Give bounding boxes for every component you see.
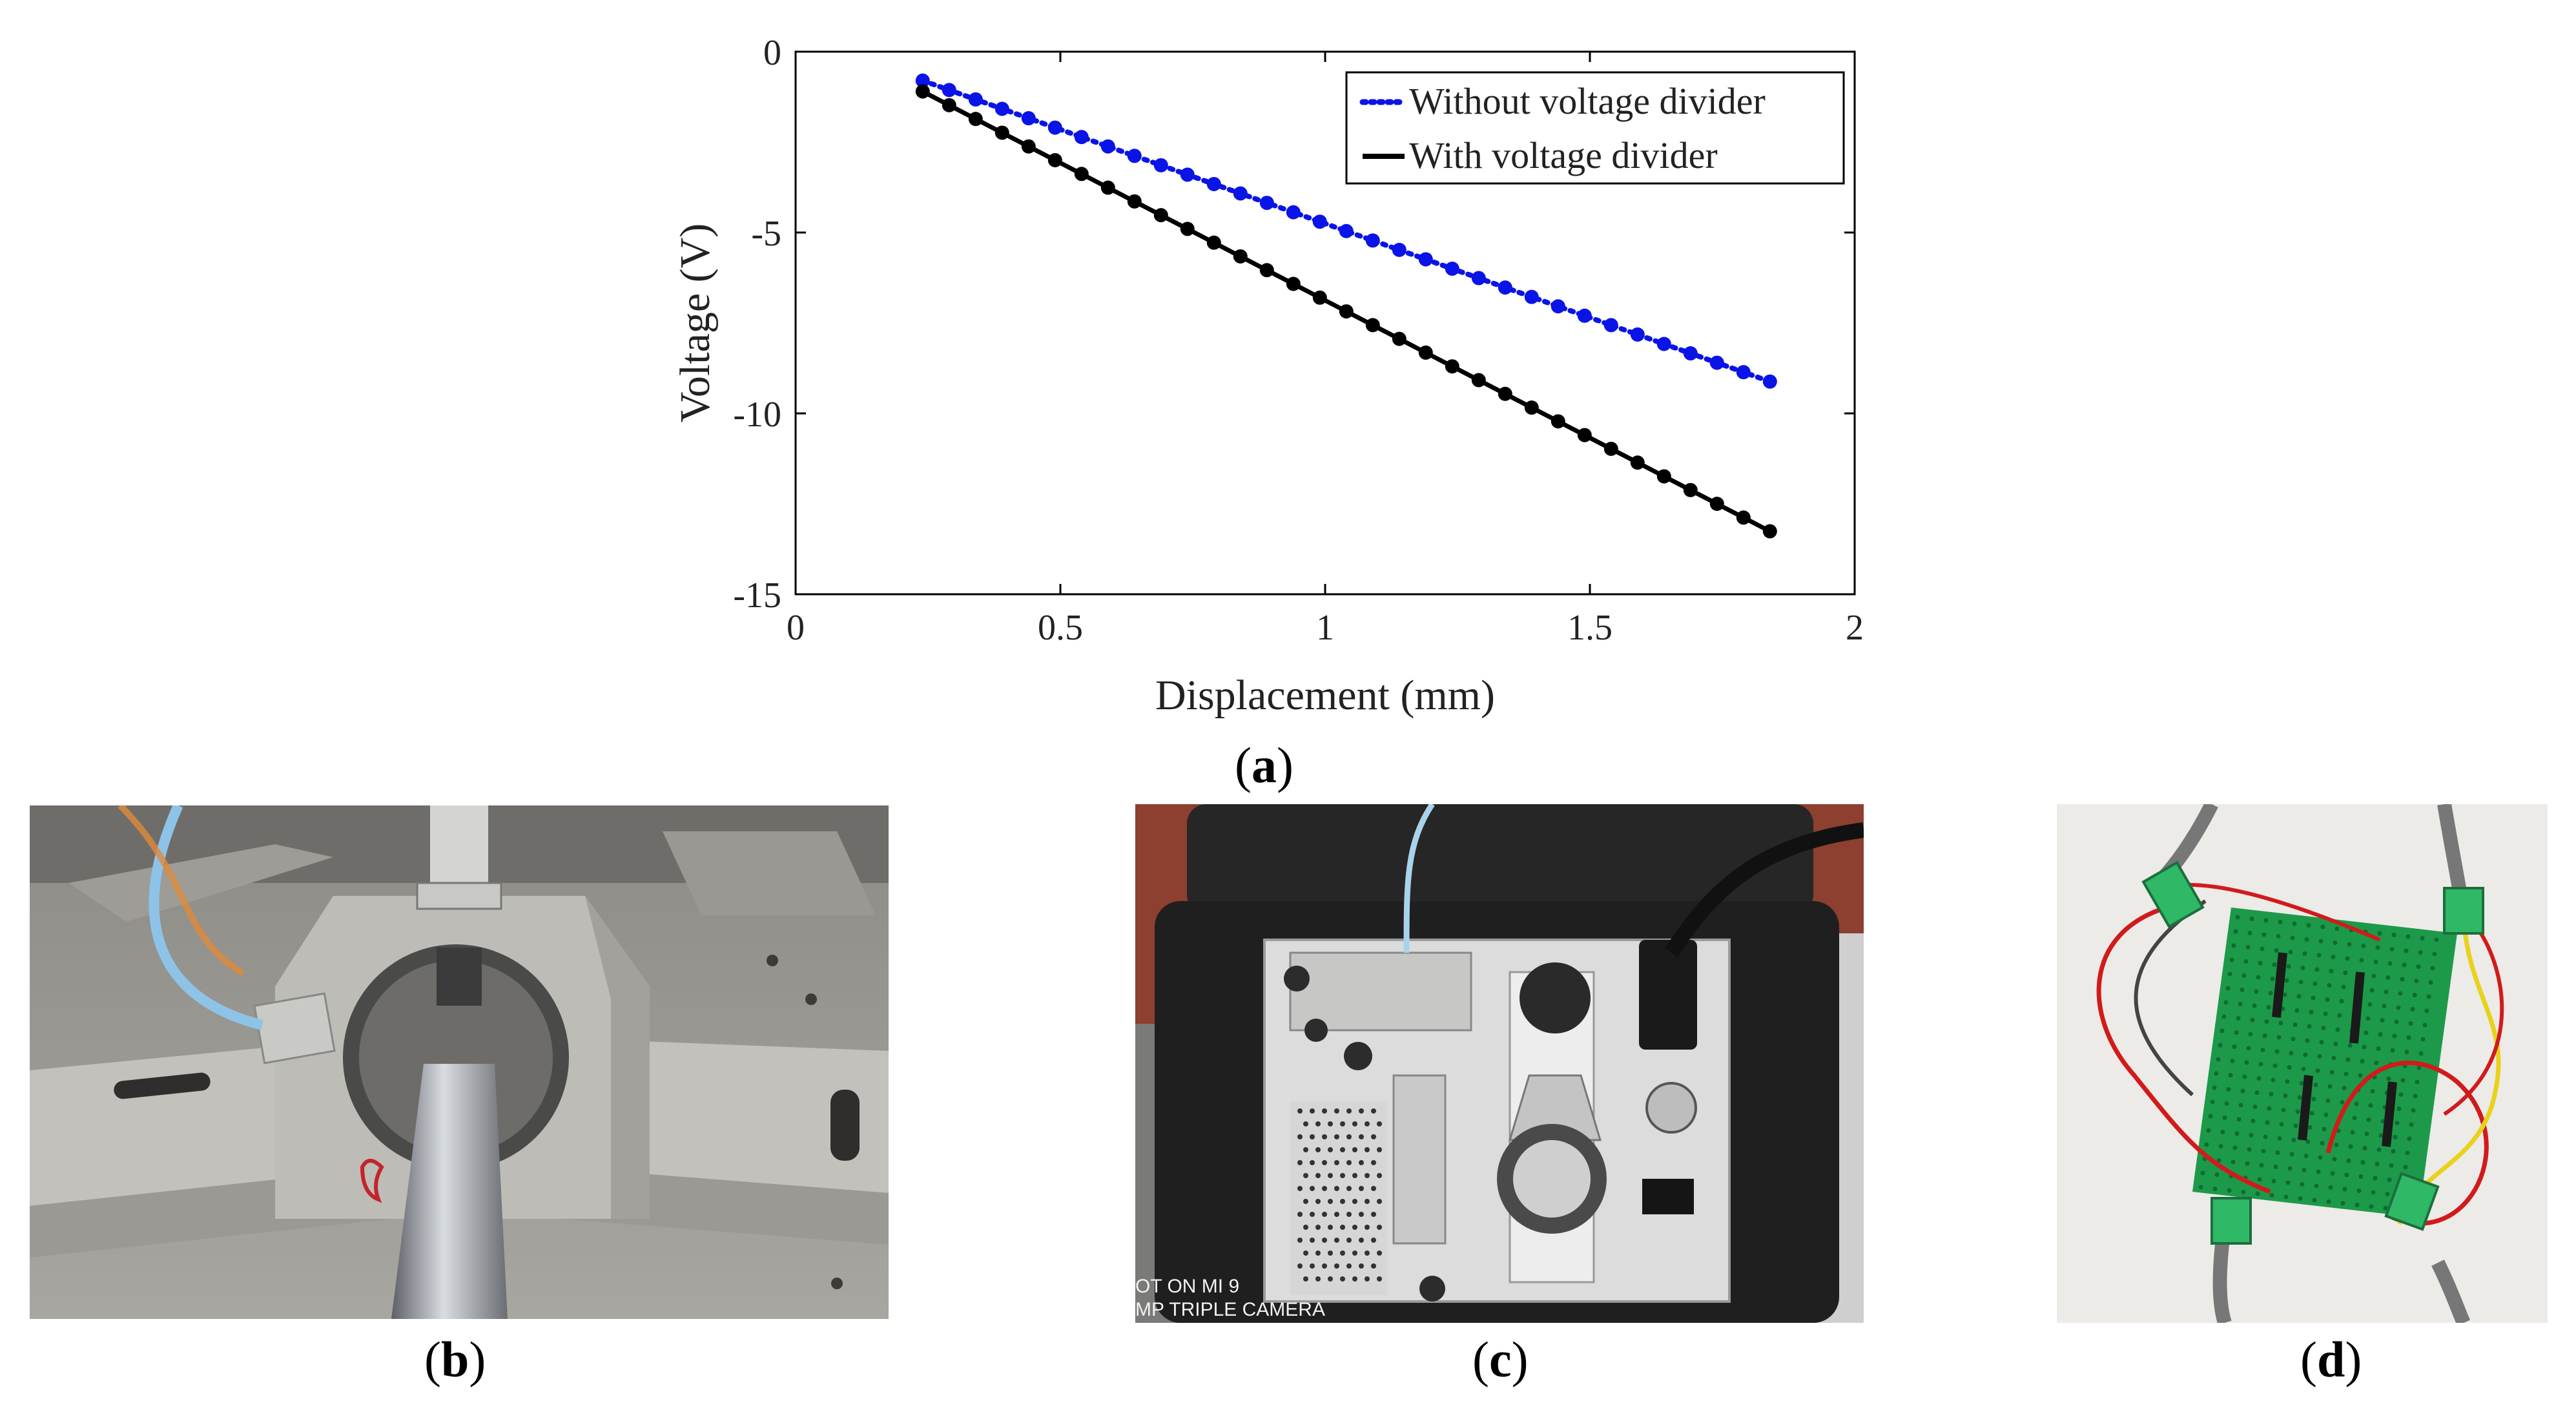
x-axis-label: Displacement (mm) <box>1155 672 1495 719</box>
data-point <box>1656 337 1671 351</box>
voltage-divider-pcb-image <box>2057 804 2548 1323</box>
data-point <box>1683 346 1698 361</box>
y-tick-label: -15 <box>733 576 781 616</box>
data-point <box>1259 196 1274 211</box>
data-point <box>1603 441 1618 456</box>
data-point <box>915 73 930 88</box>
data-point <box>1153 208 1168 223</box>
data-point <box>1577 428 1592 442</box>
data-point <box>1577 308 1592 323</box>
x-tick-label: 0 <box>787 608 805 648</box>
x-axis-ticks: 0 0.5 1 1.5 2 <box>787 52 1864 648</box>
panel-label-a: (a) <box>1235 737 1293 793</box>
data-point <box>1286 205 1301 220</box>
data-point <box>1047 153 1062 167</box>
data-point <box>1683 483 1698 497</box>
data-point <box>1206 235 1221 250</box>
data-point <box>1365 318 1380 333</box>
data-point <box>1127 194 1142 209</box>
panel-label-c: (c) <box>1472 1331 1529 1387</box>
data-point <box>1709 497 1724 511</box>
data-point <box>1233 186 1248 201</box>
x-tick-label: 1.5 <box>1567 608 1613 648</box>
photo-b-sensor-mount <box>30 805 889 1319</box>
data-point <box>1074 130 1089 145</box>
y-tick-label: -5 <box>751 214 781 254</box>
data-point <box>1127 149 1142 163</box>
panel-label-d: (d) <box>2300 1331 2362 1387</box>
data-point <box>968 112 983 127</box>
data-point <box>1630 327 1645 342</box>
data-point <box>1153 158 1168 172</box>
data-point <box>1100 180 1115 195</box>
data-point <box>1047 120 1062 135</box>
data-point <box>1418 345 1433 360</box>
data-point <box>1524 400 1539 415</box>
camera-watermark-line1: OT ON MI 9 <box>1135 1276 1239 1297</box>
y-axis-label: Voltage (V) <box>672 223 719 423</box>
data-point <box>942 83 956 98</box>
data-point <box>1603 318 1618 333</box>
data-point <box>1762 374 1777 389</box>
data-point <box>1498 280 1512 295</box>
data-point <box>1709 355 1724 370</box>
data-point <box>994 101 1009 116</box>
data-point <box>1392 242 1406 257</box>
calibrator-case-image: OT ON MI 9 MP TRIPLE CAMERA <box>1135 804 1864 1323</box>
series-without-voltage-divider <box>915 73 1777 389</box>
y-axis-ticks: 0 -5 -10 -15 <box>733 33 1855 616</box>
data-point <box>1471 271 1486 285</box>
data-point <box>1498 386 1512 401</box>
data-point <box>1524 289 1539 304</box>
data-point <box>994 125 1009 140</box>
x-tick-label: 0.5 <box>1038 608 1083 648</box>
voltage-displacement-chart: 0 0.5 1 1.5 2 0 -5 -10 -15 Displacement (mm) Vo… <box>672 33 1864 719</box>
series-with-voltage-divider <box>915 84 1777 539</box>
legend: Without voltage divider With voltage div… <box>1345 71 1845 185</box>
data-point <box>1551 299 1565 314</box>
data-point <box>1339 223 1354 238</box>
data-point <box>1233 249 1248 264</box>
data-point <box>1762 524 1777 539</box>
data-point <box>1259 263 1274 278</box>
data-point <box>1021 139 1036 154</box>
photo-c-calibrator-case: OT ON MI 9 MP TRIPLE CAMERA <box>1135 804 1864 1323</box>
data-point <box>1551 414 1565 429</box>
photo-d-voltage-divider-pcb <box>2057 804 2548 1323</box>
data-point <box>1339 304 1354 319</box>
data-point <box>1021 111 1036 126</box>
panel-label-b: (b) <box>424 1331 486 1387</box>
data-point <box>1180 167 1195 182</box>
data-point <box>1286 276 1301 291</box>
y-tick-label: -10 <box>733 395 781 435</box>
data-point <box>1418 252 1433 267</box>
x-tick-label: 2 <box>1846 608 1864 648</box>
data-point <box>1180 222 1195 236</box>
data-point <box>1656 469 1671 484</box>
data-point <box>1312 214 1327 229</box>
data-point <box>1630 455 1645 470</box>
data-point <box>968 92 983 107</box>
data-point <box>1365 233 1380 248</box>
data-point <box>1471 373 1486 388</box>
sensor-mount-image <box>30 805 889 1319</box>
camera-watermark-line2: MP TRIPLE CAMERA <box>1135 1299 1325 1320</box>
data-point <box>1445 359 1459 374</box>
data-point <box>1100 139 1115 154</box>
data-point <box>942 98 956 112</box>
data-point <box>1736 510 1751 525</box>
legend-box <box>1345 71 1845 185</box>
data-point <box>1736 365 1751 380</box>
data-point <box>915 84 930 99</box>
legend-label-without-divider: Without voltage divider <box>1409 80 1766 122</box>
series-layer <box>915 73 1777 539</box>
data-point <box>1445 262 1459 276</box>
data-point <box>1206 176 1221 191</box>
data-point <box>1312 290 1327 305</box>
x-tick-label: 1 <box>1316 608 1334 648</box>
y-tick-label: 0 <box>763 33 781 73</box>
data-point <box>1392 331 1406 346</box>
data-point <box>1074 167 1089 182</box>
legend-label-with-divider: With voltage divider <box>1409 134 1718 176</box>
